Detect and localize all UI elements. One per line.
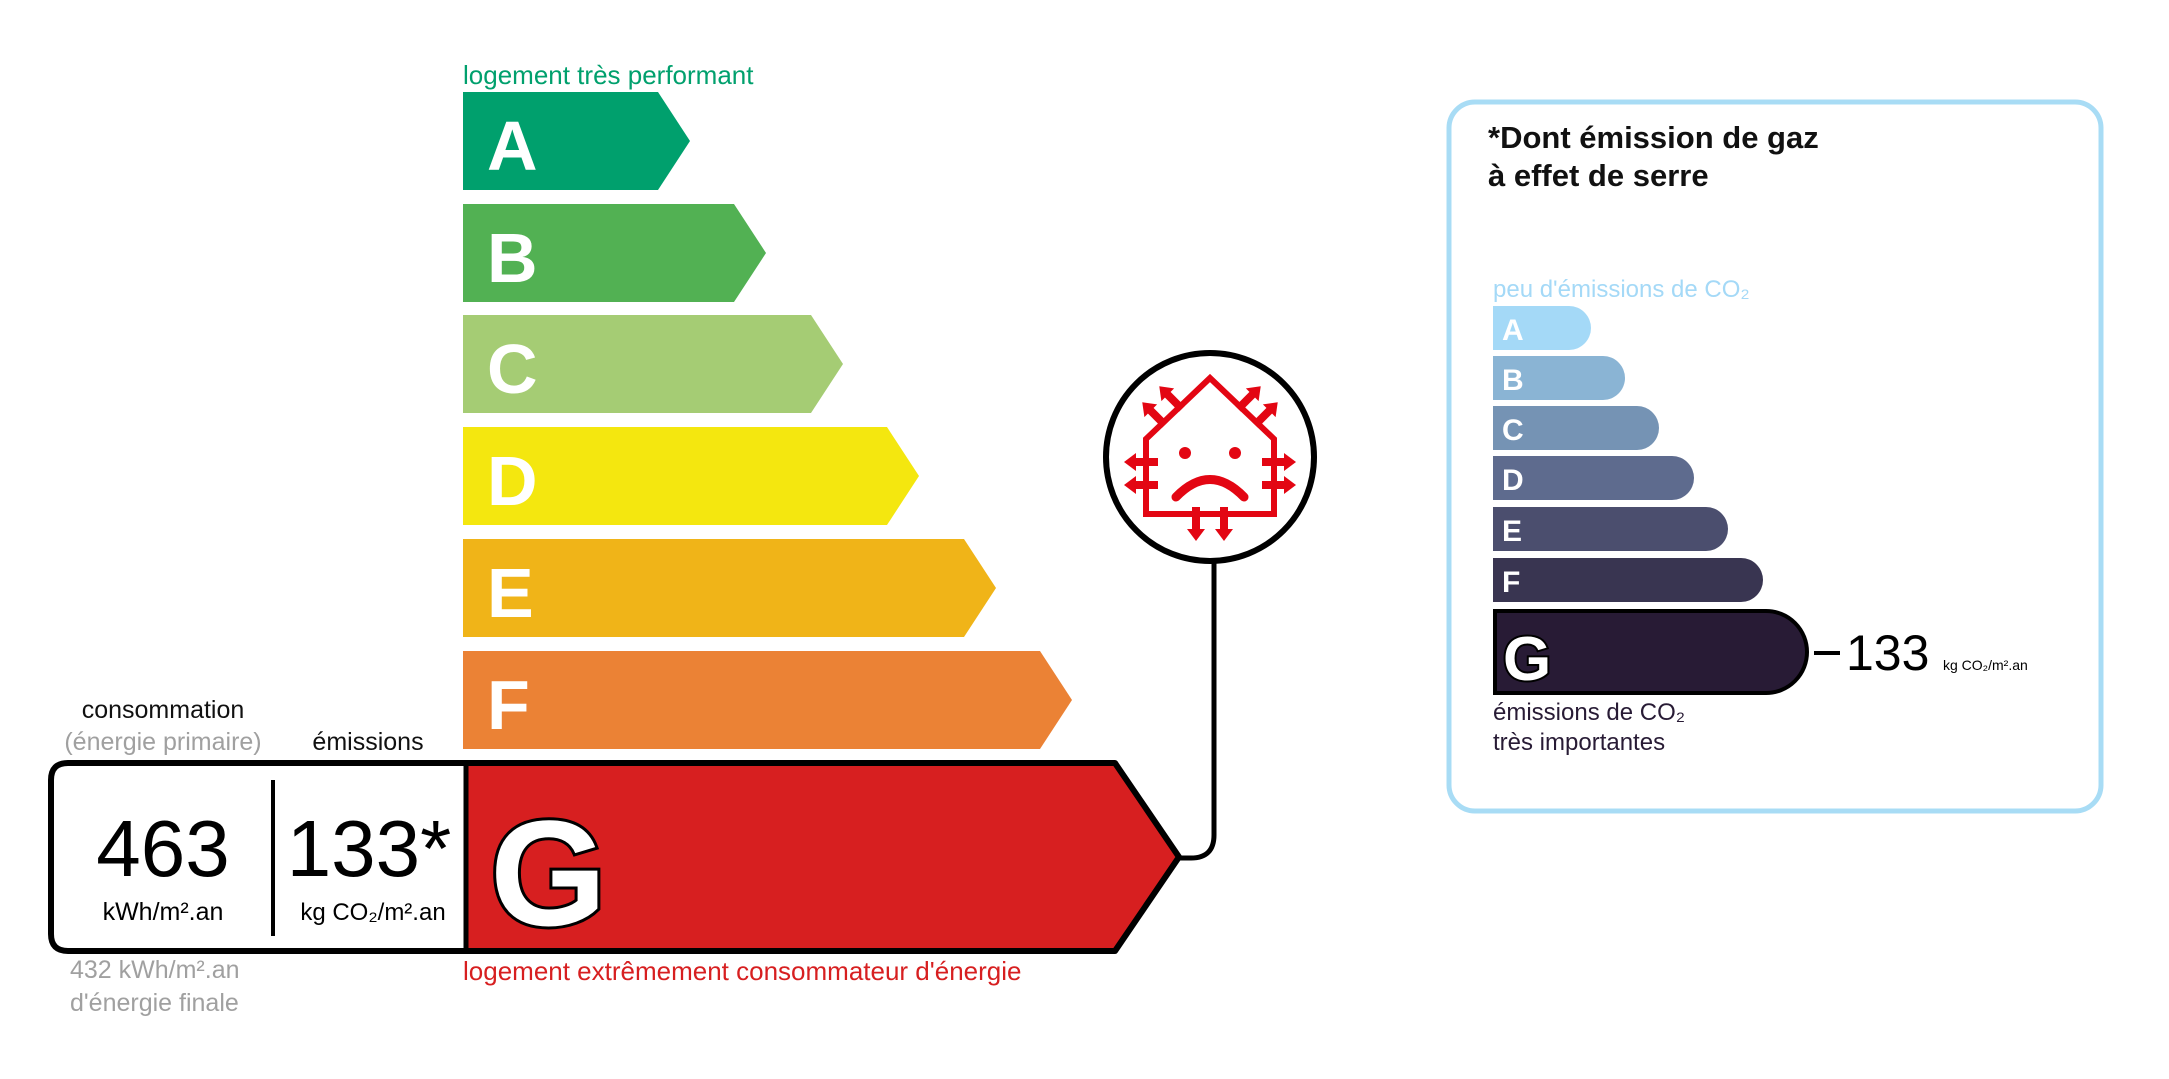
ghg-class-a: A [1493,306,1591,350]
final-energy-label: d'énergie finale [70,989,239,1017]
consumption-label: consommation [82,696,245,724]
final-energy-value: 432 kWh/m².an [70,956,240,984]
bottom-caption: logement extrêmement consommateur d'éner… [463,956,1021,986]
energy-class-g-current: G 463 kWh/m².an 133* kg CO₂/m².an [48,760,1182,960]
class-letter: F [1502,566,1520,599]
emissions-value: 133* [287,804,452,893]
ghg-panel: *Dont émission de gaz à effet de serre p… [1446,99,2104,814]
consumption-unit: kWh/m².an [103,898,224,926]
ghg-unit: kg CO₂/m².an [1943,657,2028,673]
class-letter: B [487,219,538,297]
class-letter: A [487,107,538,185]
house-heat-loss-sad-face-icon [1103,350,1317,564]
energy-class-c: C [463,315,843,413]
class-letter: F [487,666,530,744]
ghg-value: 133 [1846,625,1929,681]
ghg-bottom-caption-line2: très importantes [1493,729,1665,756]
energy-class-d: D [463,427,919,525]
ghg-title-line2: à effet de serre [1488,158,1709,193]
ghg-class-c: C [1493,406,1659,450]
current-class-letter: G [1503,625,1551,694]
class-letter: B [1502,364,1524,397]
ghg-class-b: B [1493,356,1625,400]
top-caption: logement très performant [463,60,754,90]
ghg-class-f: F [1493,558,1763,602]
ghg-bottom-caption-line1: émissions de CO₂ [1493,699,1685,726]
energy-class-e: E [463,539,996,637]
emissions-label: émissions [312,728,423,756]
class-letter: E [487,554,534,632]
ghg-title-line1: *Dont émission de gaz [1488,120,1819,155]
energy-class-b: B [463,204,766,302]
ghg-class-g-current: G 133 kg CO₂/m².an [1493,609,2028,696]
energy-class-a: A [463,92,690,190]
class-letter: A [1502,314,1524,347]
class-letter: C [487,330,538,408]
ghg-class-d: D [1493,456,1694,500]
consumption-sublabel: (énergie primaire) [64,728,261,756]
ghg-class-e: E [1493,507,1728,551]
class-letter: E [1502,515,1522,548]
emissions-unit: kg CO₂/m².an [300,899,445,926]
consumption-value: 463 [96,804,229,893]
class-letter: D [487,442,538,520]
class-letter: C [1502,414,1524,447]
current-class-letter: G [490,789,607,957]
connector-line [1179,562,1217,861]
class-letter: D [1502,464,1524,497]
energy-scale: logement très performant A B C D E F con… [48,60,1317,1017]
energy-class-f: F [463,651,1072,749]
ghg-top-caption: peu d'émissions de CO₂ [1493,276,1750,303]
